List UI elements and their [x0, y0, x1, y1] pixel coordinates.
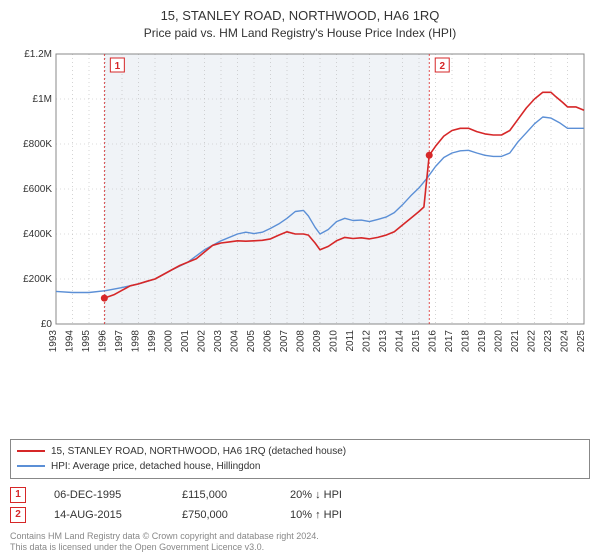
svg-text:2018: 2018	[461, 329, 472, 352]
svg-text:2000: 2000	[164, 329, 175, 352]
svg-text:2016: 2016	[428, 329, 439, 352]
svg-text:£1.2M: £1.2M	[24, 49, 52, 60]
footnote-line: Contains HM Land Registry data © Crown c…	[10, 531, 590, 543]
legend-label: HPI: Average price, detached house, Hill…	[51, 459, 260, 474]
footnote-line: This data is licensed under the Open Gov…	[10, 542, 590, 554]
transaction-date: 14-AUG-2015	[54, 509, 154, 521]
svg-text:2017: 2017	[444, 329, 455, 352]
svg-text:1999: 1999	[147, 329, 158, 352]
svg-text:2: 2	[439, 61, 445, 72]
svg-text:2007: 2007	[279, 329, 290, 352]
legend-swatch	[17, 450, 45, 452]
chart-plot-area: £0 £200K £400K £600K £800K £1M £1.2M 1993 1994 19…	[10, 46, 590, 433]
svg-text:1997: 1997	[114, 329, 125, 352]
transaction-diff: 10% ↑ HPI	[290, 509, 590, 521]
svg-text:2022: 2022	[527, 329, 538, 352]
svg-text:£0: £0	[41, 319, 53, 330]
chart-title: 15, STANLEY ROAD, NORTHWOOD, HA6 1RQ	[10, 8, 590, 24]
legend-swatch	[17, 465, 45, 467]
svg-text:2004: 2004	[230, 329, 241, 352]
svg-text:2002: 2002	[197, 329, 208, 352]
svg-text:£1M: £1M	[33, 94, 52, 105]
svg-text:1: 1	[115, 61, 121, 72]
chart-subtitle: Price paid vs. HM Land Registry's House …	[10, 26, 590, 40]
svg-text:2001: 2001	[180, 329, 191, 352]
svg-text:2005: 2005	[246, 329, 257, 352]
svg-text:2015: 2015	[411, 329, 422, 352]
line-chart-svg: £0 £200K £400K £600K £800K £1M £1.2M 1993 1994 19…	[10, 46, 590, 376]
legend-label: 15, STANLEY ROAD, NORTHWOOD, HA6 1RQ (de…	[51, 444, 346, 459]
svg-text:£400K: £400K	[23, 229, 52, 240]
transaction-marker: 2	[10, 507, 26, 523]
svg-text:2014: 2014	[395, 329, 406, 352]
transaction-row: 2 14-AUG-2015 £750,000 10% ↑ HPI	[10, 505, 590, 525]
svg-text:2020: 2020	[494, 329, 505, 352]
svg-text:2006: 2006	[263, 329, 274, 352]
transaction-row: 1 06-DEC-1995 £115,000 20% ↓ HPI	[10, 485, 590, 505]
svg-text:2010: 2010	[329, 329, 340, 352]
svg-text:2011: 2011	[345, 329, 356, 351]
transaction-price: £750,000	[182, 509, 262, 521]
transaction-price: £115,000	[182, 489, 262, 501]
legend: 15, STANLEY ROAD, NORTHWOOD, HA6 1RQ (de…	[10, 439, 590, 479]
svg-text:£800K: £800K	[23, 139, 52, 150]
transaction-marker: 1	[10, 487, 26, 503]
svg-text:2009: 2009	[312, 329, 323, 352]
transaction-table: 1 06-DEC-1995 £115,000 20% ↓ HPI 2 14-AUG-201…	[10, 485, 590, 525]
svg-text:1994: 1994	[65, 329, 76, 352]
svg-text:2024: 2024	[560, 329, 571, 352]
svg-text:2012: 2012	[362, 329, 373, 352]
transaction-diff: 20% ↓ HPI	[290, 489, 590, 501]
svg-text:2023: 2023	[543, 329, 554, 352]
footnote: Contains HM Land Registry data © Crown c…	[10, 531, 590, 554]
chart-container: 15, STANLEY ROAD, NORTHWOOD, HA6 1RQ Pri…	[0, 0, 600, 560]
legend-item: HPI: Average price, detached house, Hill…	[17, 459, 583, 474]
svg-text:£600K: £600K	[23, 184, 52, 195]
svg-text:2008: 2008	[296, 329, 307, 352]
legend-item: 15, STANLEY ROAD, NORTHWOOD, HA6 1RQ (de…	[17, 444, 583, 459]
svg-text:1996: 1996	[98, 329, 109, 352]
svg-text:1993: 1993	[48, 329, 59, 352]
svg-text:2013: 2013	[378, 329, 389, 352]
transaction-date: 06-DEC-1995	[54, 489, 154, 501]
svg-text:2025: 2025	[576, 329, 587, 352]
svg-text:1998: 1998	[131, 329, 142, 352]
svg-text:£200K: £200K	[23, 274, 52, 285]
svg-text:1995: 1995	[81, 329, 92, 352]
svg-text:2021: 2021	[510, 329, 521, 352]
svg-text:2019: 2019	[477, 329, 488, 352]
svg-text:2003: 2003	[213, 329, 224, 352]
